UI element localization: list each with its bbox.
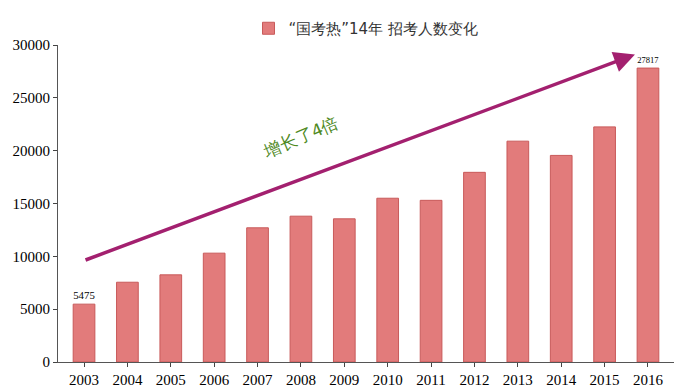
svg-text:2016: 2016	[633, 372, 664, 388]
svg-text:15000: 15000	[13, 196, 51, 212]
svg-text:2006: 2006	[199, 372, 230, 388]
svg-text:2003: 2003	[69, 372, 99, 388]
svg-text:2008: 2008	[286, 372, 316, 388]
svg-text:25000: 25000	[13, 90, 51, 106]
svg-text:27817: 27817	[637, 55, 659, 65]
svg-text:2004: 2004	[112, 372, 143, 388]
svg-text:2011: 2011	[416, 372, 445, 388]
svg-text:5000: 5000	[20, 301, 50, 317]
svg-text:5475: 5475	[73, 289, 95, 301]
svg-text:20000: 20000	[13, 143, 51, 159]
svg-text:增长了4倍: 增长了4倍	[260, 112, 341, 162]
svg-text:2005: 2005	[156, 372, 186, 388]
svg-text:“国考热”14年 招考人数变化: “国考热”14年 招考人数变化	[289, 20, 478, 38]
svg-text:2010: 2010	[373, 372, 403, 388]
svg-text:2007: 2007	[243, 372, 274, 388]
svg-text:2009: 2009	[329, 372, 359, 388]
svg-text:2012: 2012	[459, 372, 489, 388]
svg-text:30000: 30000	[13, 37, 51, 53]
svg-text:2015: 2015	[590, 372, 620, 388]
svg-text:0: 0	[43, 354, 51, 370]
svg-text:2013: 2013	[503, 372, 533, 388]
svg-text:2014: 2014	[546, 372, 577, 388]
svg-text:10000: 10000	[13, 249, 51, 265]
